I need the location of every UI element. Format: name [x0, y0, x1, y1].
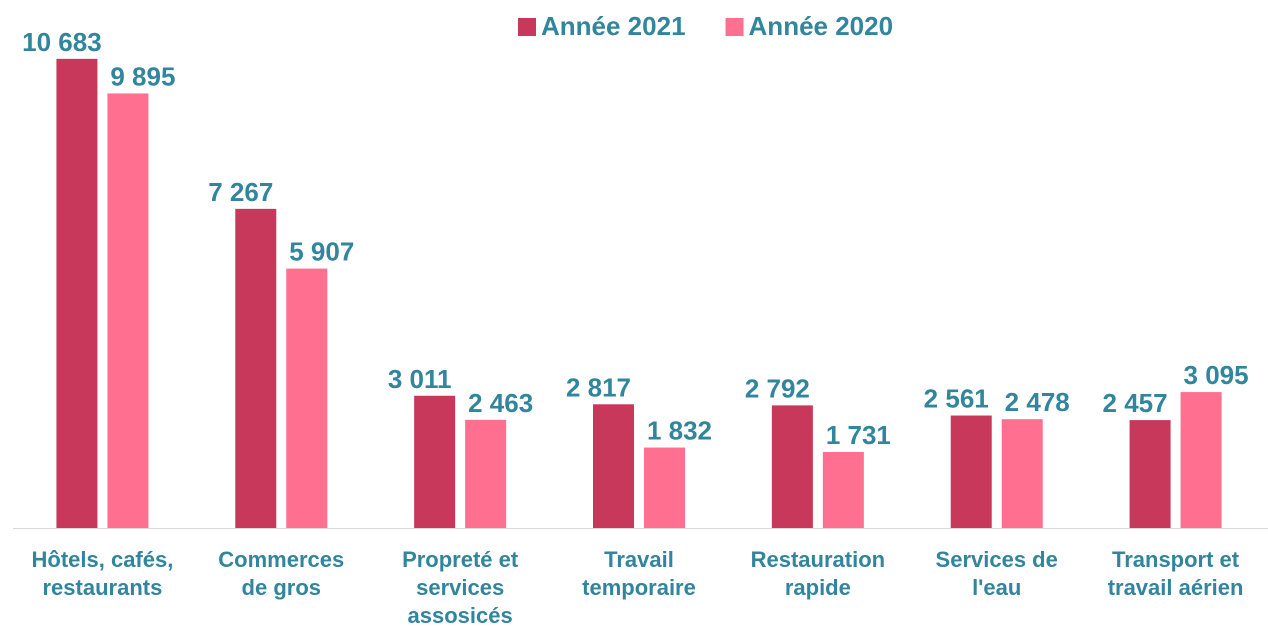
- data-label: 2 457: [1103, 388, 1168, 418]
- x-tick-label: Restauration rapide: [750, 547, 886, 600]
- x-tick-label: Transport et travail aérien: [1107, 547, 1244, 600]
- data-label: 1 731: [826, 420, 891, 450]
- legend-swatch: [518, 18, 536, 36]
- data-label: 2 792: [745, 373, 810, 403]
- legend-swatch: [725, 18, 744, 36]
- data-label: 2 817: [566, 372, 631, 402]
- data-label: 2 561: [924, 384, 989, 414]
- bar: [107, 93, 149, 528]
- bar: [465, 419, 507, 528]
- bar: [644, 447, 685, 528]
- x-tick-label: Hôtels, cafés, restaurants: [31, 547, 174, 600]
- x-tick-label: Travail temporaire: [582, 547, 696, 600]
- data-label: 3 095: [1184, 360, 1249, 390]
- bar: [950, 415, 992, 528]
- x-tick-label: Propreté et services assosicés: [402, 547, 519, 628]
- bar: [56, 58, 98, 528]
- data-label: 10 683: [22, 27, 102, 57]
- data-label: 2 478: [1005, 387, 1070, 417]
- x-tick-label: Commerces de gros: [218, 547, 345, 600]
- bar: [1001, 419, 1043, 528]
- data-label: 5 907: [289, 237, 354, 267]
- bar: [235, 208, 277, 528]
- bar: [414, 395, 456, 528]
- legend-label: Année 2020: [749, 11, 894, 41]
- data-label: 3 011: [388, 364, 452, 394]
- bar: [1180, 392, 1222, 528]
- bar: [1129, 420, 1171, 528]
- data-label: 7 267: [208, 177, 273, 207]
- bar: [771, 405, 813, 528]
- bar: [593, 404, 634, 528]
- data-label: 9 895: [110, 61, 175, 91]
- data-label: 2 463: [468, 388, 533, 418]
- bar: [286, 268, 328, 528]
- x-tick-label: Services de l'eau: [935, 547, 1058, 600]
- bar: [822, 451, 864, 528]
- data-label: 1 832: [647, 416, 712, 446]
- legend-label: Année 2021: [541, 11, 686, 41]
